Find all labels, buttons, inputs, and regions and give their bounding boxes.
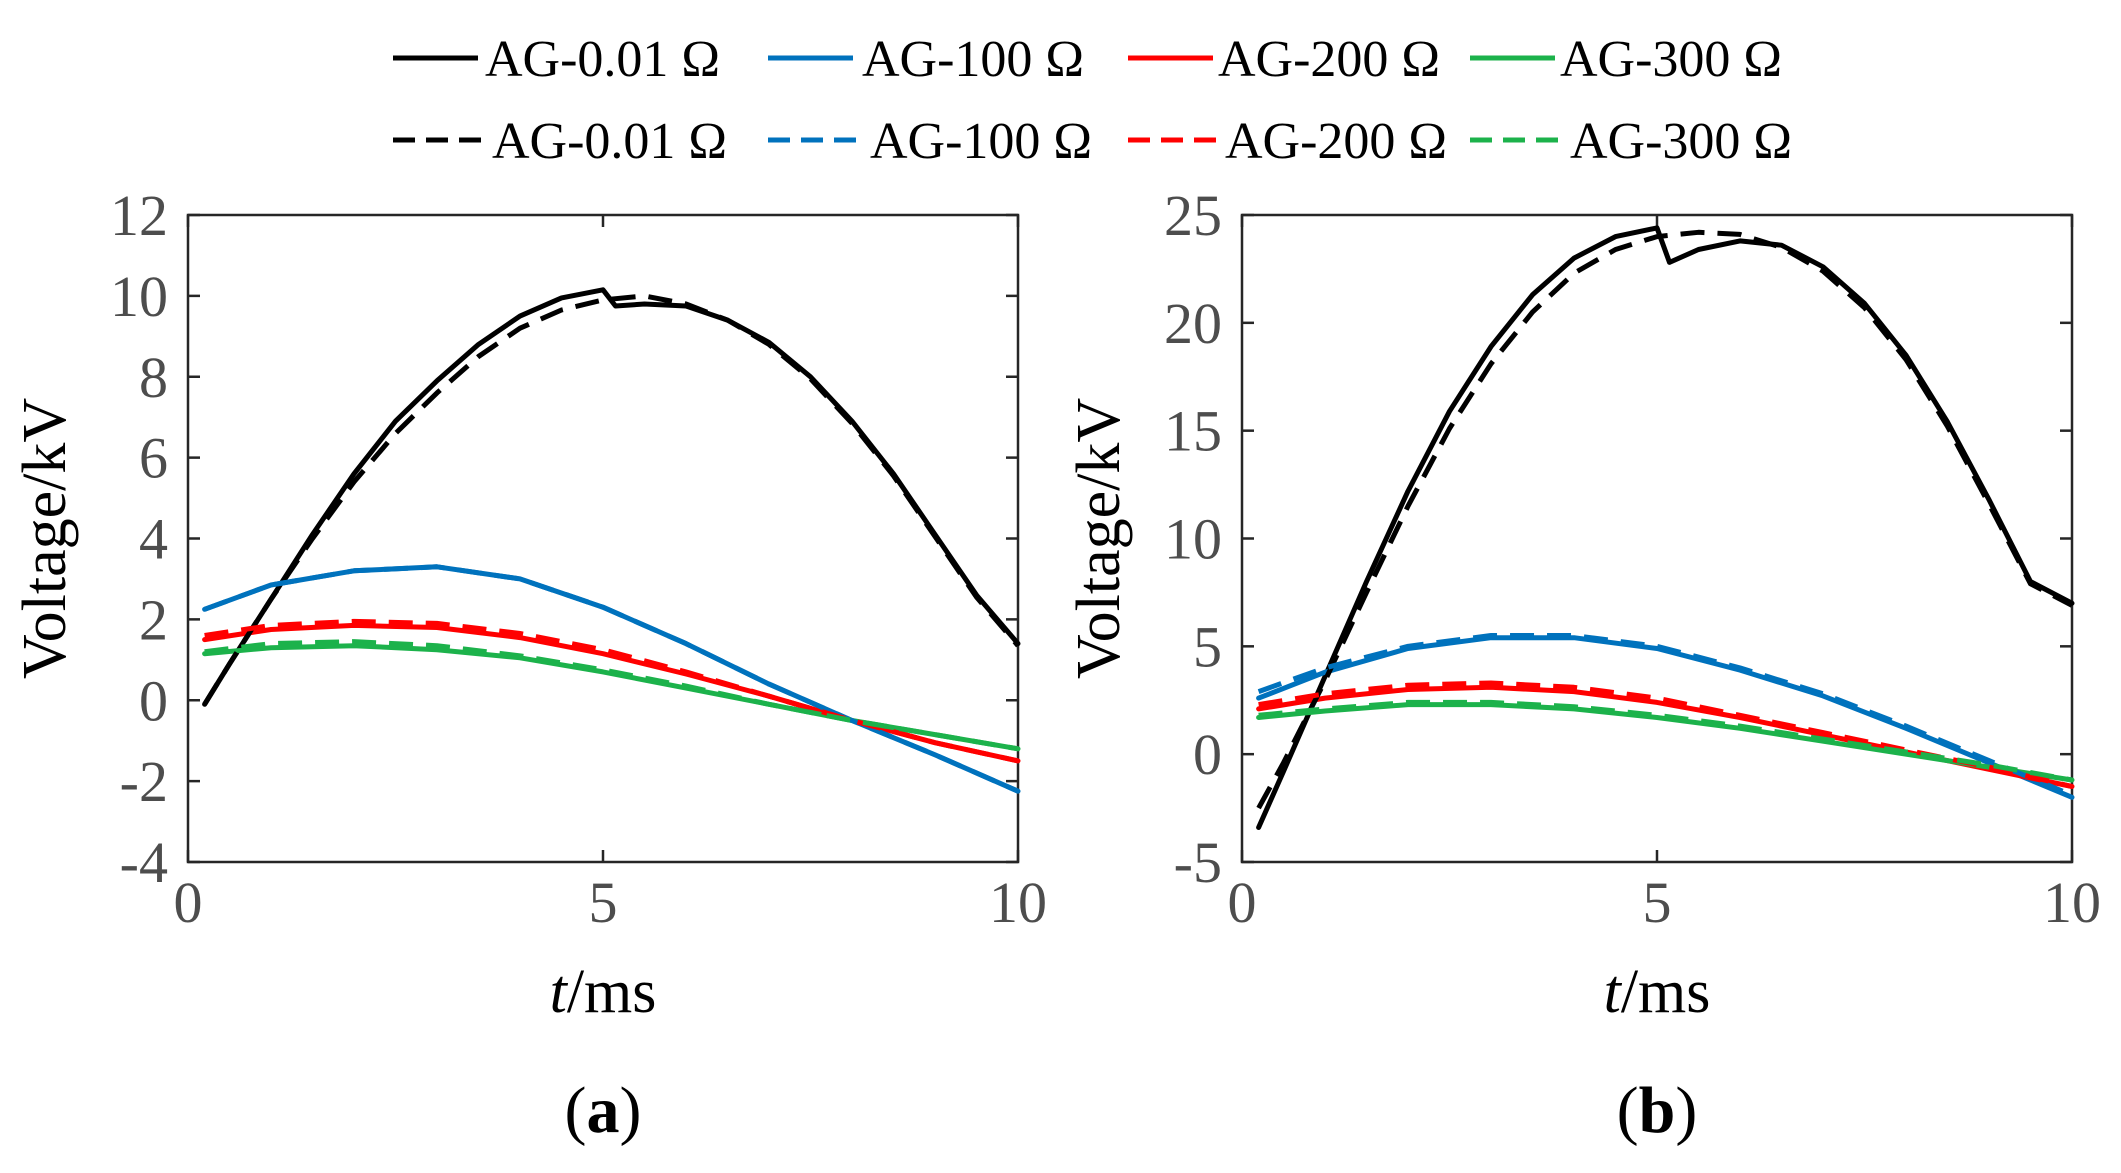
y-tick-label: 10 <box>110 264 168 329</box>
y-tick-label: 10 <box>1164 507 1222 572</box>
y-tick-label: 2 <box>139 587 168 652</box>
plot-frame <box>1240 213 2074 864</box>
series-line-dashed-1 <box>1256 229 2074 810</box>
series-line-dashed-3 <box>203 564 1020 794</box>
x-tick-label: 5 <box>1643 870 1672 935</box>
series-line-dashed-7 <box>204 639 1019 752</box>
x-axis-label-italic: t <box>1604 958 1623 1026</box>
x-axis-label-unit: /ms <box>1621 958 1711 1026</box>
x-axis-label: t/ms <box>1604 958 1711 1026</box>
y-tick-label: 0 <box>1193 722 1222 787</box>
panel-label: (a) <box>565 1074 642 1147</box>
series-line-dashed-5 <box>204 618 1019 764</box>
panel-label-close-paren: ) <box>620 1074 642 1147</box>
y-tick-label: 8 <box>139 345 168 410</box>
x-tick-label: 5 <box>589 870 618 935</box>
y-tick-label: 4 <box>139 507 168 572</box>
legend: AG-0.01 Ω AG-100 Ω AG-200 Ω AG-300 Ω AG-0.01… <box>393 31 1792 170</box>
y-axis-label: Voltage/kV <box>1065 398 1133 679</box>
legend-label: AG-100 Ω <box>862 31 1084 88</box>
panel-label-close-paren: ) <box>1675 1074 1697 1147</box>
panel-label-open-paren: ( <box>1617 1074 1639 1147</box>
y-axis-label: Voltage/kV <box>11 398 79 679</box>
x-axis-label: t/ms <box>550 958 657 1026</box>
y-tick-label: 5 <box>1193 614 1222 679</box>
legend-label: AG-200 Ω <box>1218 31 1440 88</box>
y-tick-label: 6 <box>139 426 168 491</box>
x-tick-label: 0 <box>1228 870 1257 935</box>
legend-label: AG-100 Ω <box>870 113 1092 170</box>
y-tick-label: 15 <box>1164 399 1222 464</box>
y-tick-label: -2 <box>120 749 168 814</box>
y-tick-label: -4 <box>120 830 168 895</box>
legend-label: AG-200 Ω <box>1225 113 1447 170</box>
legend-label: AG-0.01 Ω <box>492 113 727 170</box>
panel-label-letter: b <box>1639 1074 1676 1147</box>
panel-label: (b) <box>1617 1074 1698 1147</box>
panel-label-open-paren: ( <box>565 1074 587 1147</box>
panel-label-letter: a <box>587 1074 620 1147</box>
y-tick-label: 0 <box>139 668 168 733</box>
y-tick-label: -5 <box>1174 830 1222 895</box>
y-tick-label: 20 <box>1164 291 1222 356</box>
legend-label: AG-0.01 Ω <box>485 31 720 88</box>
legend-label: AG-300 Ω <box>1560 31 1782 88</box>
x-tick-label: 10 <box>989 870 1047 935</box>
series-line-dashed-7 <box>1258 699 2073 783</box>
y-tick-label: 12 <box>110 183 168 248</box>
x-tick-label: 10 <box>2043 870 2101 935</box>
legend-label: AG-300 Ω <box>1570 113 1792 170</box>
x-axis-label-italic: t <box>550 958 569 1026</box>
x-axis-label-unit: /ms <box>567 958 657 1026</box>
y-tick-label: 25 <box>1164 183 1222 248</box>
x-tick-label: 0 <box>174 870 203 935</box>
series-line-dashed-3 <box>1257 633 2073 798</box>
